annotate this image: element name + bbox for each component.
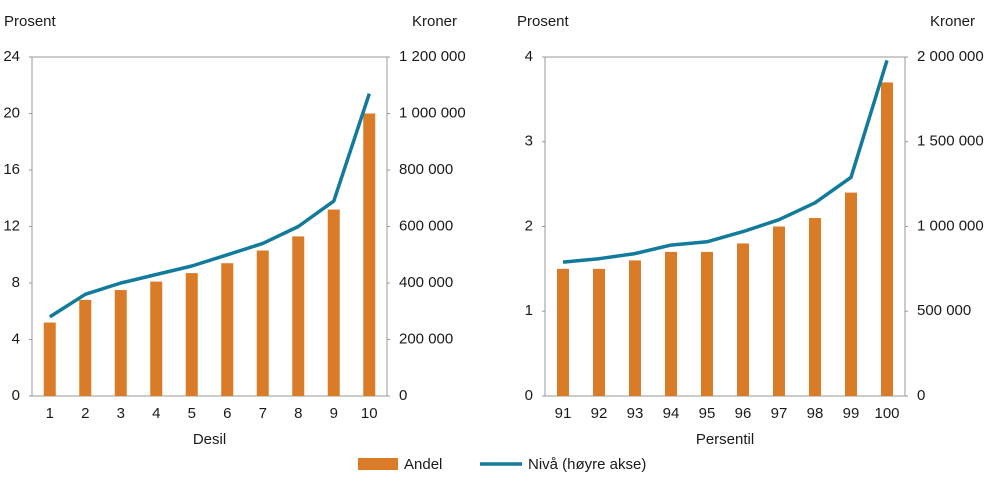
bar <box>737 243 749 396</box>
y2-tick-label: 500 000 <box>917 302 971 319</box>
x-tick-label: 10 <box>361 405 378 422</box>
y-tick-label: 3 <box>525 133 533 150</box>
y-tick-label: 8 <box>12 274 20 291</box>
x-tick-label: 100 <box>874 405 899 422</box>
bar <box>701 251 713 396</box>
x-tick-label: 93 <box>627 405 644 422</box>
y2-tick-label: 800 000 <box>399 161 453 178</box>
bar <box>185 273 198 396</box>
y-tick-label: 4 <box>12 330 20 347</box>
bar <box>557 268 569 396</box>
x-tick-label: 94 <box>663 405 680 422</box>
x-tick-label: 6 <box>223 405 231 422</box>
y2-tick-label: 0 <box>917 387 925 404</box>
bar <box>363 113 376 396</box>
y2-tick-label: 2 000 000 <box>917 48 984 65</box>
y-axis-title: Prosent <box>4 13 57 30</box>
y-tick-label: 24 <box>3 48 20 65</box>
bar <box>881 82 893 397</box>
bar <box>773 226 785 396</box>
x-tick-label: 98 <box>807 405 824 422</box>
y2-tick-label: 200 000 <box>399 330 453 347</box>
y2-tick-label: 1 000 000 <box>917 217 984 234</box>
bar <box>43 322 56 396</box>
line-series <box>562 59 889 264</box>
y-tick-label: 1 <box>525 302 533 319</box>
bar <box>809 218 821 396</box>
x-tick-label: 9 <box>330 405 338 422</box>
y-axis-title: Prosent <box>517 13 570 30</box>
x-tick-label: 91 <box>555 405 572 422</box>
x-tick-label: 5 <box>188 405 196 422</box>
legend-label: Nivå (høyre akse) <box>528 456 646 473</box>
y2-tick-label: 600 000 <box>399 217 453 234</box>
y2-tick-label: 0 <box>399 387 407 404</box>
x-tick-label: 92 <box>591 405 608 422</box>
y-tick-label: 20 <box>3 104 20 121</box>
x-axis-title: Persentil <box>696 431 754 448</box>
y2-tick-label: 400 000 <box>399 274 453 291</box>
bar <box>221 263 234 396</box>
x-tick-label: 4 <box>152 405 160 422</box>
y-tick-label: 4 <box>525 48 533 65</box>
y2-tick-label: 1 000 000 <box>399 104 466 121</box>
y2-axis-title: Kroner <box>930 13 975 30</box>
bar <box>665 251 677 396</box>
y2-tick-label: 1 500 000 <box>917 133 984 150</box>
bar <box>593 268 605 396</box>
y-tick-label: 2 <box>525 217 533 234</box>
x-tick-label: 96 <box>735 405 752 422</box>
line-series <box>48 93 371 319</box>
x-tick-label: 99 <box>843 405 860 422</box>
bar <box>845 192 857 396</box>
y-tick-label: 0 <box>525 387 533 404</box>
y2-axis-title: Kroner <box>412 13 457 30</box>
x-tick-label: 2 <box>81 405 89 422</box>
bar <box>79 299 92 396</box>
bar <box>256 250 269 396</box>
bar <box>629 260 641 396</box>
x-tick-label: 7 <box>259 405 267 422</box>
y2-tick-label: 1 200 000 <box>399 48 466 65</box>
y-tick-label: 0 <box>12 387 20 404</box>
x-tick-label: 8 <box>294 405 302 422</box>
bar <box>150 281 163 396</box>
bar <box>114 290 127 396</box>
y-tick-label: 16 <box>3 161 20 178</box>
bar <box>292 236 305 396</box>
legend-label: Andel <box>404 456 442 473</box>
x-axis-title: Desil <box>193 431 226 448</box>
x-tick-label: 97 <box>771 405 788 422</box>
x-tick-label: 1 <box>46 405 54 422</box>
legend-swatch <box>358 458 398 470</box>
x-tick-label: 95 <box>699 405 716 422</box>
y-tick-label: 12 <box>3 217 20 234</box>
x-tick-label: 3 <box>117 405 125 422</box>
bar <box>327 209 340 396</box>
